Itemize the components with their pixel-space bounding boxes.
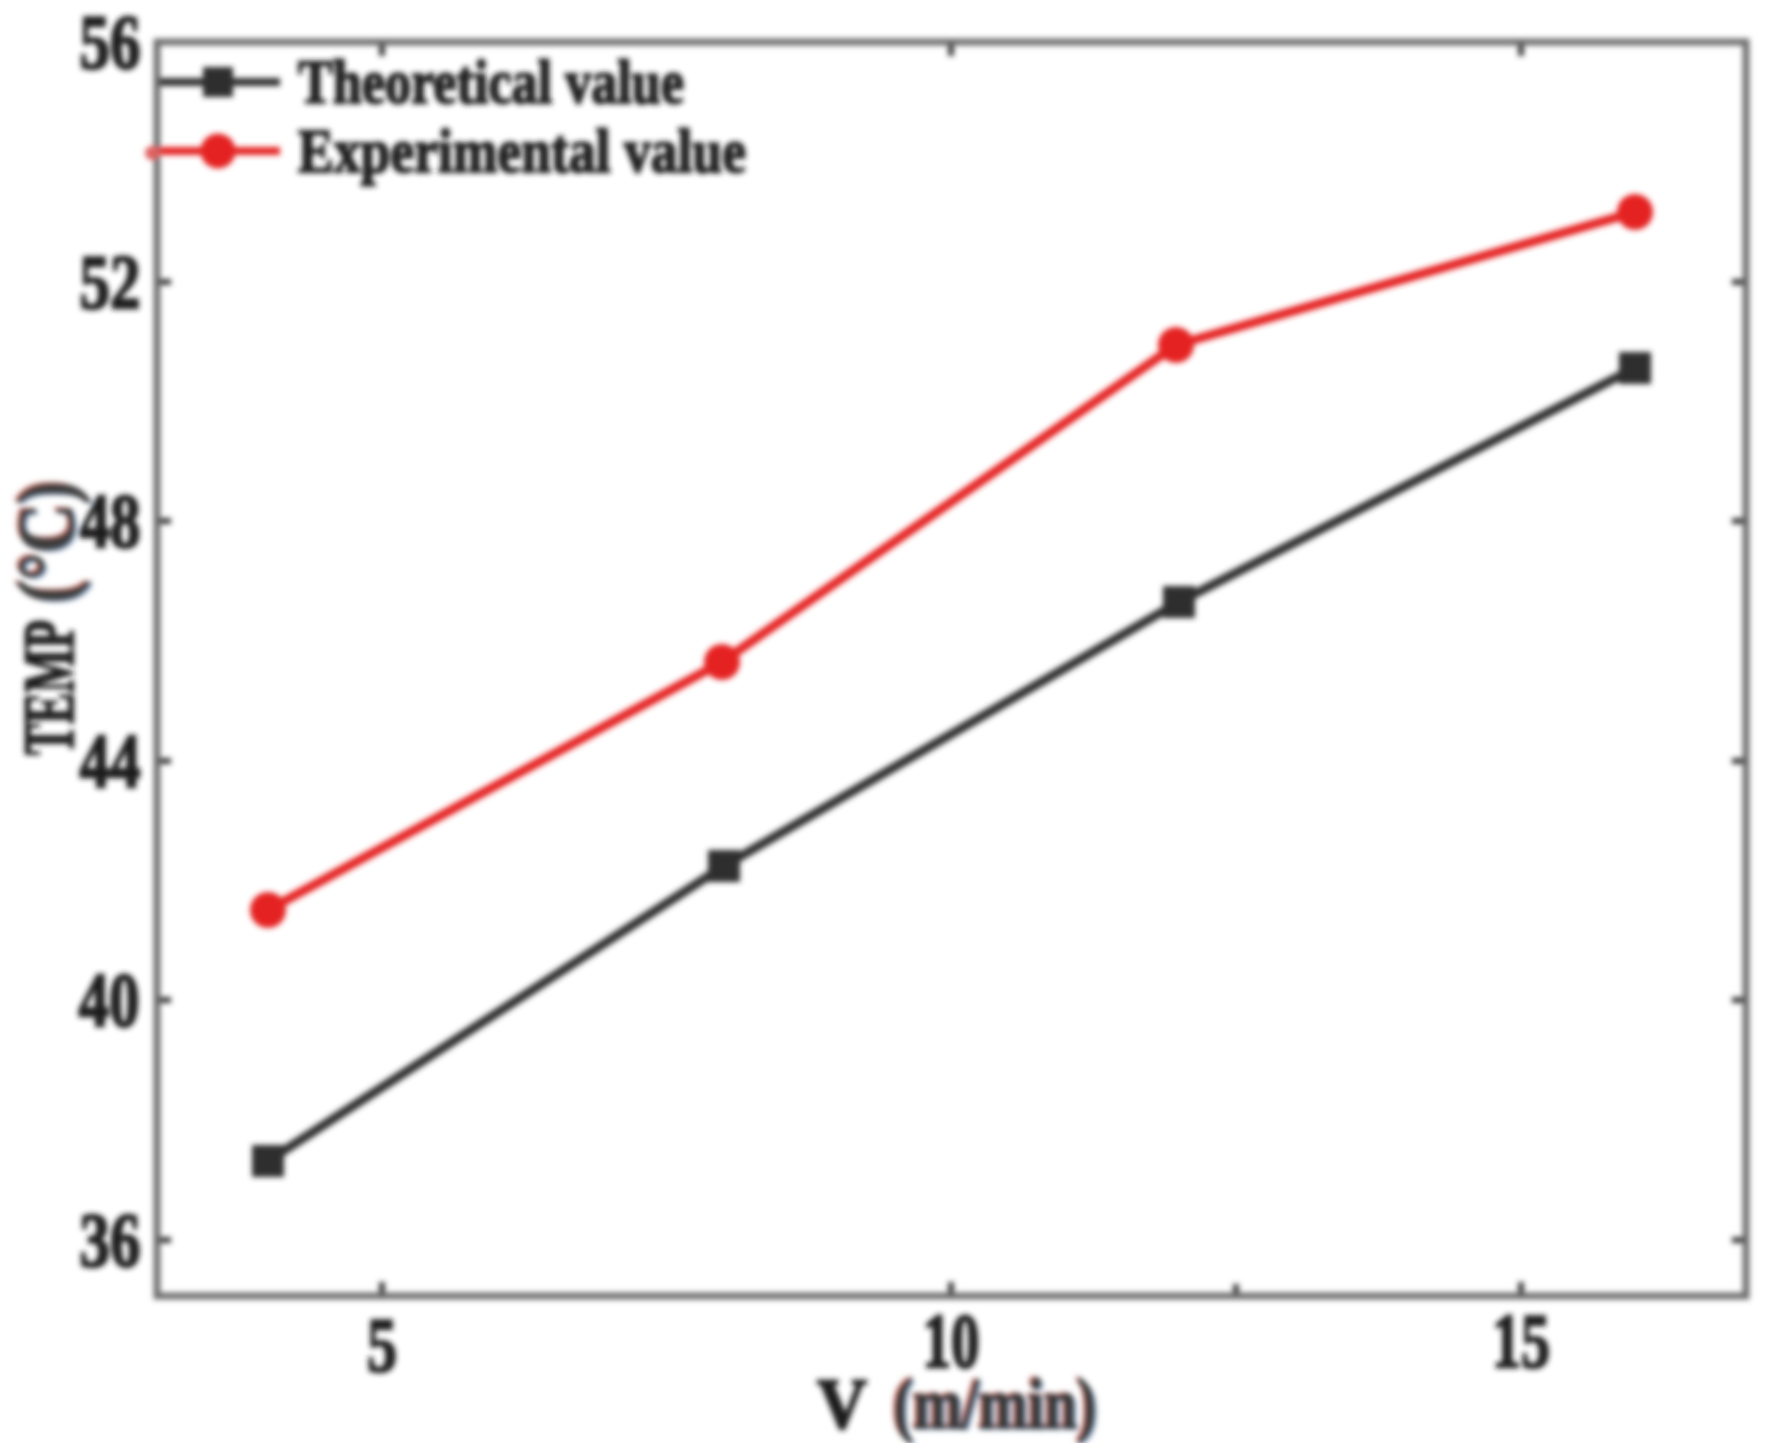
svg-text:10: 10	[923, 1298, 980, 1384]
svg-text:52: 52	[80, 239, 141, 325]
svg-text:TEMP: TEMP	[9, 620, 89, 755]
svg-text:(°C): (°C)	[0, 479, 88, 601]
svg-text:56: 56	[80, 0, 141, 85]
svg-text:36: 36	[80, 1197, 141, 1283]
svg-text:5: 5	[367, 1302, 397, 1388]
svg-text:Experimental value: Experimental value	[298, 118, 746, 186]
svg-text:Theoretical value: Theoretical value	[298, 49, 684, 117]
svg-text:(m/min): (m/min)	[891, 1362, 1094, 1442]
svg-text:44: 44	[80, 718, 141, 804]
svg-text:V: V	[817, 1364, 867, 1443]
svg-text:40: 40	[79, 957, 140, 1043]
svg-text:(m/min): (m/min)	[894, 1364, 1097, 1443]
svg-text:15: 15	[1492, 1298, 1550, 1384]
svg-text:48: 48	[80, 478, 141, 564]
svg-text:(°C): (°C)	[3, 481, 91, 603]
svg-text:(°C): (°C)	[6, 483, 94, 605]
svg-text:(m/min): (m/min)	[897, 1366, 1100, 1443]
